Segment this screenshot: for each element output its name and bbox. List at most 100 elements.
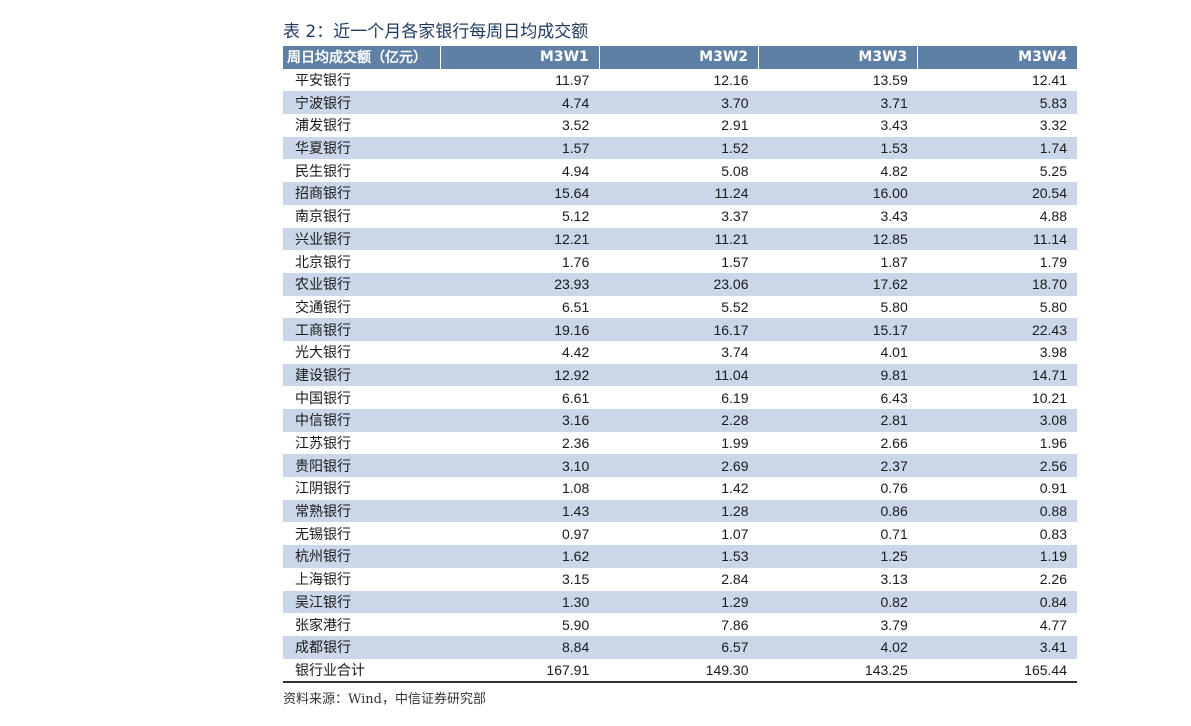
row-label: 江苏银行 [295,436,351,453]
value-cell: 0.71 [880,525,908,542]
table-title: 表 2：近一个月各家银行每周日均成交额 [283,22,589,42]
value-cell: 1.07 [721,525,749,542]
value-cell: 23.06 [599,272,759,296]
value-cell: 2.69 [599,454,759,478]
row-label: 上海银行 [295,572,351,589]
table-row: 张家港行 5.90 7.86 3.79 4.77 [283,613,1077,636]
value-cell: 14.71 [917,363,1077,387]
value-cell: 16.17 [599,318,759,341]
value-cell: 149.30 [599,658,759,684]
value-cell: 12.21 [440,227,600,251]
value-cell: 3.13 [880,571,908,588]
value-cell: 7.86 [721,616,749,633]
value-cell: 20.54 [917,182,1077,205]
value-cell: 3.08 [917,409,1077,432]
header-cell: 周日均成交额（亿元） [283,46,440,69]
value-cell: 18.70 [917,272,1077,296]
value-cell: 12.41 [1031,72,1067,89]
value-cell: 2.91 [721,117,749,134]
value-cell: 15.64 [440,182,600,205]
value-cell: 5.90 [562,616,590,633]
value-cell: 13.59 [872,72,908,89]
value-cell: 0.76 [880,480,908,497]
value-cell: 10.21 [1031,389,1067,406]
row-label: 交通银行 [295,299,351,316]
value-cell: 0.91 [1039,480,1067,497]
value-cell: 5.52 [721,298,749,315]
row-label: 常熟银行 [283,499,440,523]
table-row: 江苏银行 2.36 1.99 2.66 1.96 [283,432,1077,455]
row-label: 华夏银行 [283,136,440,160]
value-cell: 3.41 [917,635,1077,659]
value-cell: 3.16 [440,409,600,432]
value-cell: 1.42 [721,480,749,497]
value-cell: 3.43 [880,208,908,225]
row-label: 兴业银行 [283,227,440,251]
value-cell: 1.79 [1039,253,1067,270]
source-note: 资料来源：Wind，中信证券研究部 [283,692,486,707]
value-cell: 1.30 [440,590,600,614]
value-cell: 3.15 [562,571,590,588]
row-label: 宁波银行 [283,91,440,115]
value-cell: 1.96 [1039,435,1067,452]
value-cell: 4.77 [1039,616,1067,633]
header-cell: M3W3 [757,46,918,69]
row-label: 中信银行 [283,409,440,432]
value-cell: 5.08 [721,162,749,179]
table-row: 常熟银行 1.43 1.28 0.86 0.88 [283,499,1077,523]
value-cell: 4.88 [1039,208,1067,225]
value-cell: 3.74 [721,344,749,361]
row-label: 民生银行 [295,163,351,180]
table-row: 华夏银行 1.57 1.52 1.53 1.74 [283,136,1077,160]
value-cell: 8.84 [440,635,600,659]
row-label: 南京银行 [295,209,351,226]
table-row: 江阴银行 1.08 1.42 0.76 0.91 [283,477,1077,500]
row-label: 杭州银行 [283,545,440,568]
row-label: 浦发银行 [295,118,351,135]
data-table: 周日均成交额（亿元） M3W1 M3W2 M3W3 M3W4 平安银行 11.97 12.1… [283,46,1077,684]
table-row: 兴业银行 12.21 11.21 12.85 11.14 [283,227,1077,251]
value-cell: 9.81 [758,363,918,387]
value-cell: 3.52 [562,117,590,134]
value-cell: 1.99 [721,435,749,452]
value-cell: 2.36 [562,435,590,452]
value-cell: 0.97 [562,525,590,542]
table-row: 上海银行 3.15 2.84 3.13 2.26 [283,568,1077,591]
value-cell: 3.71 [758,91,918,115]
value-cell: 143.25 [758,658,918,684]
value-cell: 3.79 [880,616,908,633]
value-cell: 12.92 [440,363,600,387]
row-label: 成都银行 [283,635,440,659]
value-cell: 19.16 [440,318,600,341]
value-cell: 1.53 [758,136,918,160]
value-cell: 15.17 [758,318,918,341]
value-cell: 4.42 [562,344,590,361]
value-cell: 3.98 [1039,344,1067,361]
value-cell: 2.56 [917,454,1077,478]
value-cell: 6.57 [599,635,759,659]
value-cell: 1.62 [440,545,600,568]
header-cell: M3W1 [439,46,600,69]
value-cell: 0.82 [758,590,918,614]
value-cell: 3.43 [880,117,908,134]
value-cell: 3.10 [440,454,600,478]
value-cell: 2.81 [758,409,918,432]
value-cell: 0.83 [1039,525,1067,542]
value-cell: 12.16 [713,72,749,89]
table-row: 南京银行 5.12 3.37 3.43 4.88 [283,205,1077,228]
row-label: 江阴银行 [295,481,351,498]
table-row: 农业银行 23.93 23.06 17.62 18.70 [283,272,1077,296]
value-cell: 4.02 [758,635,918,659]
table-row: 杭州银行 1.62 1.53 1.25 1.19 [283,545,1077,568]
table-row: 交通银行 6.51 5.52 5.80 5.80 [283,296,1077,319]
value-cell: 1.57 [440,136,600,160]
value-cell: 11.97 [555,72,590,89]
table-row: 银行业合计 167.91 149.30 143.25 165.44 [283,658,1077,684]
value-cell: 2.66 [880,435,908,452]
value-cell: 1.25 [758,545,918,568]
value-cell: 3.70 [599,91,759,115]
value-cell: 1.28 [599,499,759,523]
value-cell: 4.74 [440,91,600,115]
value-cell: 1.74 [917,136,1077,160]
